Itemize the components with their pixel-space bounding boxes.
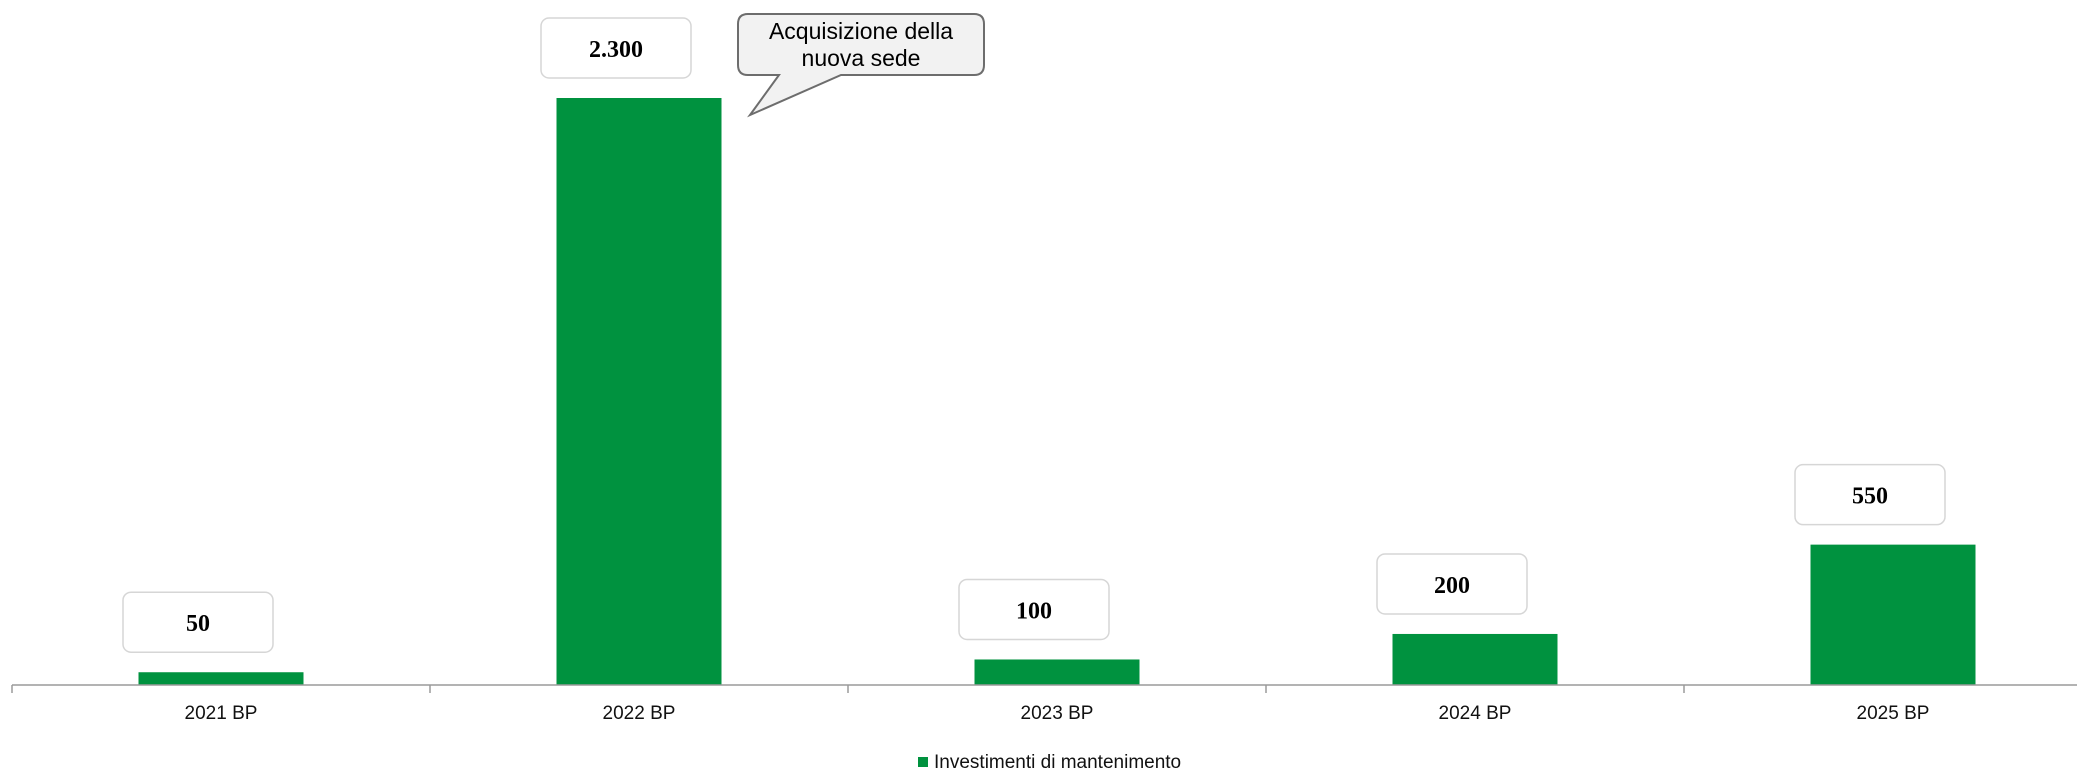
callout-bubble: [737, 13, 985, 118]
x-tick-label: 2024 BP: [1439, 703, 1512, 724]
bar-2022-bp: [556, 98, 722, 685]
data-label-value: 550: [1852, 484, 1888, 510]
data-label-value: 2.300: [589, 37, 643, 63]
data-label: 200: [1376, 553, 1528, 615]
bar-2024-bp: [1392, 633, 1558, 685]
data-label-box: [1376, 553, 1528, 615]
data-label: 2.300: [540, 17, 692, 79]
data-label-box: [122, 591, 274, 653]
data-label-value: 100: [1016, 598, 1052, 624]
legend-label: Investimenti di mantenimento: [934, 752, 1181, 770]
data-label-box: [1794, 463, 1946, 526]
data-label: 100: [958, 578, 1110, 641]
bars-layer: [138, 98, 1976, 685]
x-tick-label: 2022 BP: [603, 703, 676, 724]
callout-text-line: Acquisizione della: [769, 18, 953, 44]
bar-2021-bp: [138, 672, 304, 685]
bar-2025-bp: [1810, 544, 1976, 685]
bar-2023-bp: [974, 659, 1140, 685]
legend: Investimenti di mantenimento: [918, 752, 1181, 770]
x-tick-label: 2025 BP: [1857, 703, 1930, 724]
legend-swatch: [918, 757, 928, 767]
data-label: 50: [122, 591, 274, 653]
data-label-value: 200: [1434, 573, 1470, 599]
x-axis-ticks: 2021 BP 2022 BP 2023 BP 2024 BP 2025 BP: [11, 685, 1930, 724]
data-labels-layer: 50 2.300 100 200 550: [122, 17, 1946, 653]
data-label-value: 50: [186, 611, 210, 637]
data-label-box: [540, 17, 692, 79]
data-label: 550: [1794, 463, 1946, 526]
x-tick-label: 2023 BP: [1021, 703, 1094, 724]
x-tick-label: 2021 BP: [185, 703, 258, 724]
callout-text-line: nuova sede: [802, 45, 921, 71]
data-label-box: [958, 578, 1110, 641]
